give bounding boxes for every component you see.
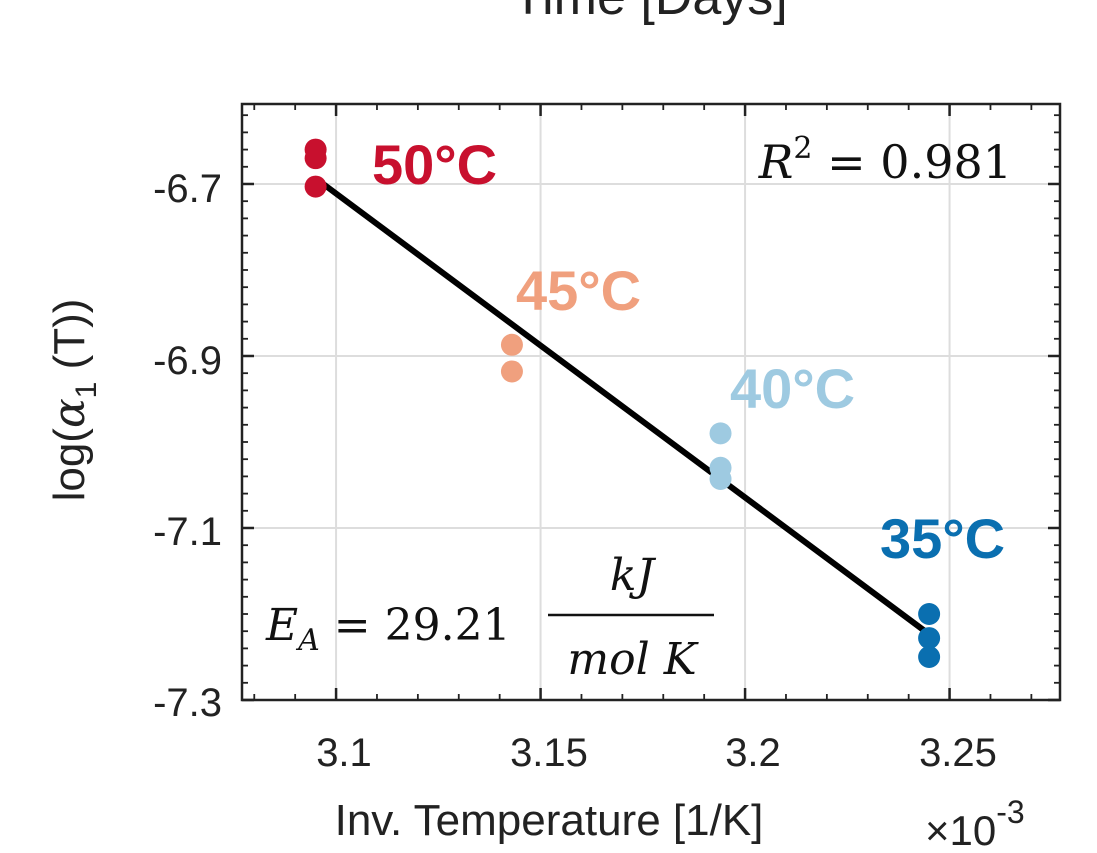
y-tick-label: -7.1 bbox=[153, 510, 222, 554]
data-point bbox=[709, 422, 732, 445]
activation-energy-symbol: E bbox=[265, 600, 298, 651]
r-squared-annotation: R2 = 0.981 bbox=[758, 131, 1012, 189]
x-multiplier-exponent: -3 bbox=[996, 794, 1024, 830]
x-tick-label: 3.25 bbox=[919, 731, 997, 775]
data-point bbox=[304, 175, 327, 198]
series-label-40c: 40°C bbox=[730, 357, 855, 420]
x-axis-label: Inv. Temperature [1/K] bbox=[335, 796, 764, 845]
series-label-45c: 45°C bbox=[516, 259, 641, 322]
y-axis-label-suffix: (T)) bbox=[45, 299, 94, 382]
y-axis-label-subscript: 1 bbox=[70, 382, 103, 399]
y-tick-label: -6.9 bbox=[153, 339, 222, 383]
data-point bbox=[709, 467, 732, 490]
data-point bbox=[500, 360, 523, 383]
r-squared-symbol: R bbox=[758, 135, 794, 189]
x-multiplier-base: ×10 bbox=[925, 807, 996, 853]
data-point bbox=[918, 645, 941, 668]
x-axis-multiplier: ×10-3 bbox=[925, 794, 1025, 853]
activation-energy-subscript: A bbox=[295, 623, 320, 658]
y-tick-label: -7.3 bbox=[153, 681, 222, 725]
plot-area bbox=[242, 104, 1060, 700]
activation-energy-denominator: mol K bbox=[567, 634, 698, 685]
r-squared-superscript: 2 bbox=[793, 131, 812, 166]
data-point bbox=[918, 602, 941, 625]
y-axis-label-symbol: α bbox=[44, 398, 95, 428]
fit-line bbox=[316, 178, 929, 635]
data-point bbox=[304, 147, 327, 170]
y-axis-label: log(α1 (T)) bbox=[44, 299, 103, 502]
y-tick-label: -6.7 bbox=[153, 167, 222, 211]
x-tick-label: 3.15 bbox=[510, 731, 588, 775]
r-squared-value: = 0.981 bbox=[813, 135, 1012, 189]
y-axis-label-prefix: log( bbox=[45, 428, 94, 502]
plot-frame bbox=[240, 102, 1062, 702]
chart-title-cropped: Time [Days] bbox=[512, 0, 787, 26]
activation-energy-label: EA = 29.21 bbox=[265, 600, 511, 658]
activation-energy-value: = 29.21 bbox=[320, 600, 511, 651]
data-points bbox=[304, 138, 941, 668]
activation-energy-numerator: kJ bbox=[610, 550, 657, 601]
x-tick-label: 3.1 bbox=[316, 731, 372, 775]
data-point bbox=[918, 627, 941, 650]
data-point bbox=[500, 333, 523, 356]
x-tick-label: 3.2 bbox=[725, 731, 781, 775]
series-label-50c: 50°C bbox=[372, 133, 497, 196]
series-label-35c: 35°C bbox=[880, 507, 1005, 570]
